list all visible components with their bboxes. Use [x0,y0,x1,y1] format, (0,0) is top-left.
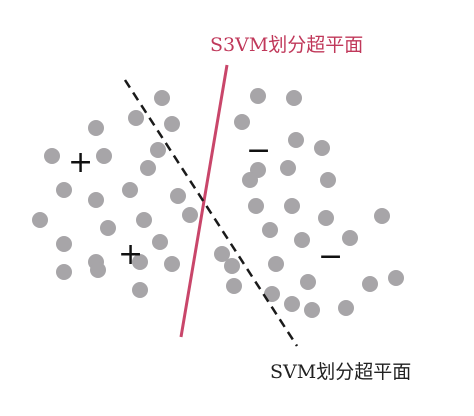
data-point [320,172,336,188]
minus-sign-upper: − [246,133,271,168]
data-point [250,88,266,104]
data-point [314,140,330,156]
data-point [242,172,258,188]
data-point [284,296,300,312]
data-point [338,300,354,316]
data-point [154,90,170,106]
data-point [170,188,186,204]
s3vm-hyperplane [179,64,229,338]
data-point [100,220,116,236]
data-point [262,222,278,238]
data-point [294,232,310,248]
data-points [32,88,404,318]
data-point [234,114,250,130]
data-point [56,182,72,198]
data-point [150,142,166,158]
data-point [132,282,148,298]
data-point [214,246,230,262]
data-point [136,212,152,228]
data-point [300,274,316,290]
s3vm-hyperplane-label: S3VM划分超平面 [210,34,363,56]
svm-hyperplane [123,79,299,347]
data-point [286,90,302,106]
data-point [96,148,112,164]
data-point [182,207,198,223]
data-point [268,256,284,272]
data-point [342,230,358,246]
data-point [318,210,334,226]
data-point [88,192,104,208]
minus-sign-lower: − [318,239,343,274]
plus-sign-lower: + [118,237,143,272]
data-point [122,182,138,198]
data-point [164,116,180,132]
data-point [388,270,404,286]
data-point [288,132,304,148]
data-point [56,264,72,280]
data-point [374,208,390,224]
data-point [164,256,180,272]
data-point [128,110,144,126]
data-point [32,212,48,228]
data-point [226,278,242,294]
data-point [224,258,240,274]
data-point [56,236,72,252]
data-point [284,198,300,214]
data-point [152,234,168,250]
data-point [304,302,320,318]
data-point [264,286,280,302]
plus-sign-upper: + [68,145,93,180]
data-point [362,276,378,292]
svm-hyperplane-label: SVM划分超平面 [270,361,411,383]
data-point [90,262,106,278]
data-point [132,254,148,270]
data-point [44,148,60,164]
data-point [88,120,104,136]
data-point [140,160,156,176]
data-point [280,160,296,176]
data-point [248,198,264,214]
